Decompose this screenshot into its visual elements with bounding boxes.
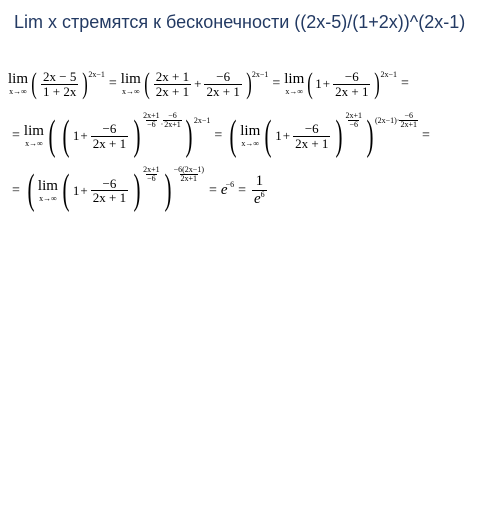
exponent-final: −6(2x−1) 2x+1 <box>173 166 205 183</box>
exponent: 2x−1 <box>252 70 269 79</box>
inner-paren: ( 1 + −6 2x + 1 ) <box>59 121 144 153</box>
math-row-1: lim x→∞ ( 2x − 5 1 + 2x ) 2x−1 = lim x→∞… <box>8 70 492 98</box>
paren-group: ( 1 + −6 2x + 1 ) <box>305 70 382 98</box>
exponent-frac: 2x+1 −6 <box>344 112 363 129</box>
exponent-combined: (2x−1)· −6 2x+1 <box>375 112 418 129</box>
fraction: 2x + 1 2x + 1 <box>154 70 191 98</box>
exponent-frac: 2x+1 −6 <box>142 166 161 183</box>
problem-text: Lim x стремятся к бесконечности ((2x-5)/… <box>14 12 465 32</box>
paren-group: ( lim x→∞ ( 1 + −6 2x + 1 ) 2x+1 −6 <box>24 175 175 207</box>
fraction: −6 2x + 1 <box>91 122 128 150</box>
paren-group: ( 2x − 5 1 + 2x ) <box>29 70 90 98</box>
math-derivation: lim x→∞ ( 2x − 5 1 + 2x ) 2x−1 = lim x→∞… <box>0 40 500 207</box>
limit-operator: lim x→∞ <box>38 179 58 203</box>
inner-paren: ( 1 + −6 2x + 1 ) <box>59 175 144 207</box>
paren-group: ( ( 1 + −6 2x + 1 ) 2x+1 −6 · −6 2 <box>45 121 196 153</box>
result-exp: −6 <box>226 180 235 189</box>
limit-operator: lim x→∞ <box>24 124 44 148</box>
exponent: 2x−1 <box>194 116 211 125</box>
inner-paren: ( 1 + −6 2x + 1 ) <box>261 121 346 153</box>
exponent: 2x−1 <box>380 70 397 79</box>
paren-group: ( 2x + 1 2x + 1 + −6 2x + 1 ) <box>142 70 254 98</box>
paren-group: ( lim x→∞ ( 1 + −6 2x + 1 ) 2x+1 −6 <box>226 121 377 153</box>
fraction: −6 2x + 1 <box>91 177 128 205</box>
fraction: −6 2x + 1 <box>333 70 370 98</box>
fraction: −6 2x + 1 <box>204 70 241 98</box>
exponent: 2x−1 <box>88 70 105 79</box>
fraction: −6 2x + 1 <box>293 122 330 150</box>
final-fraction: 1 e6 <box>252 174 267 208</box>
math-row-2: = lim x→∞ ( ( 1 + −6 2x + 1 ) 2x+1 −6 <box>8 121 492 153</box>
limit-operator: lim x→∞ <box>121 72 141 96</box>
problem-statement: Lim x стремятся к бесконечности ((2x-5)/… <box>0 0 500 40</box>
limit-operator: lim x→∞ <box>240 124 260 148</box>
limit-operator: lim x→∞ <box>8 72 28 96</box>
limit-operator: lim x→∞ <box>284 72 304 96</box>
fraction: 2x − 5 1 + 2x <box>41 70 78 98</box>
exponent-frac: 2x+1 −6 · −6 2x+1 <box>142 112 182 129</box>
math-row-3: = ( lim x→∞ ( 1 + −6 2x + 1 ) 2x+1 −6 <box>8 174 492 208</box>
